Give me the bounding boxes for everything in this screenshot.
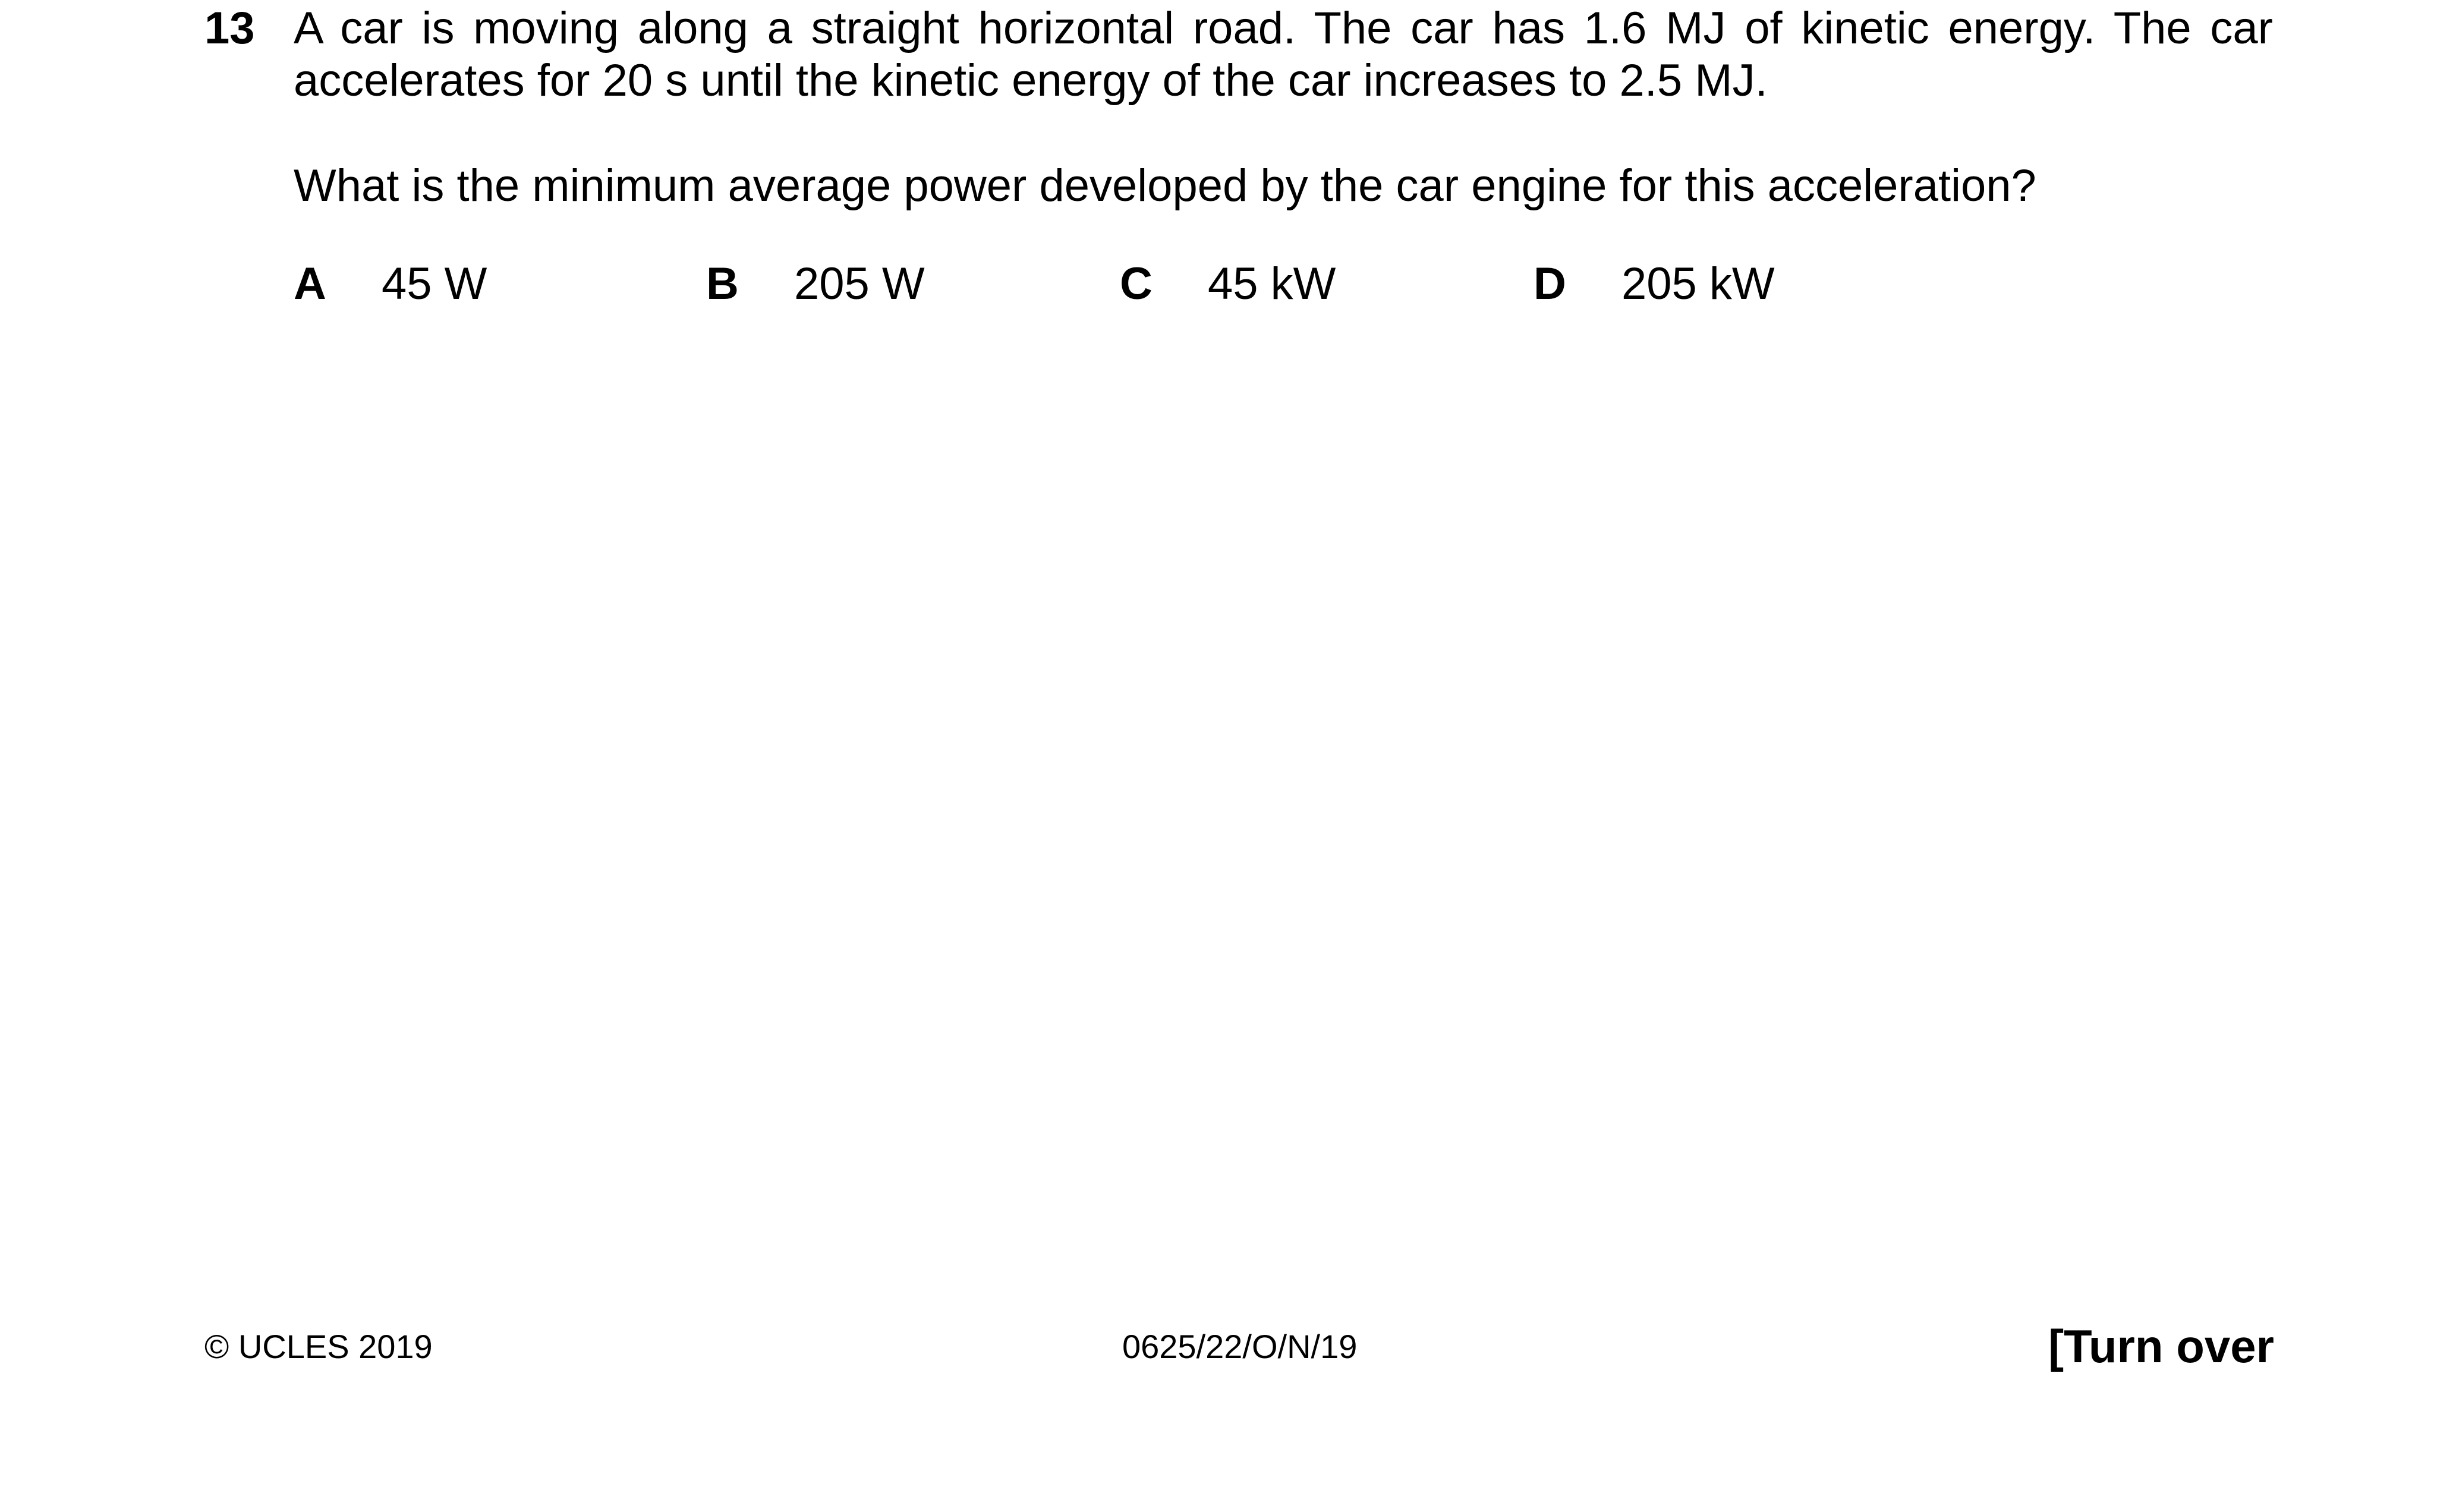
option-letter: C bbox=[1120, 259, 1153, 309]
paper-code: 0625/22/O/N/19 bbox=[1122, 1328, 1358, 1365]
question-body: A car is moving along a straight horizon… bbox=[294, 2, 2273, 309]
option-value: 205 W bbox=[794, 259, 925, 309]
option-value: 45 kW bbox=[1208, 259, 1336, 309]
question-stem: A car is moving along a straight horizon… bbox=[294, 3, 2273, 106]
turn-over-label: [Turn over bbox=[2048, 1320, 2274, 1372]
option-letter: D bbox=[1534, 259, 1566, 309]
option-letter: B bbox=[706, 259, 739, 309]
option-value: 205 kW bbox=[1621, 259, 1775, 309]
option-value: 45 W bbox=[382, 259, 487, 309]
option-letter: A bbox=[294, 259, 326, 309]
answer-options: A 45 W B 205 W C 45 kW D 205 kW bbox=[294, 258, 2273, 317]
copyright-notice: © UCLES 2019 bbox=[204, 1328, 433, 1365]
question-prompt: What is the minimum average power develo… bbox=[294, 160, 2036, 211]
question-number: 13 bbox=[204, 3, 255, 53]
